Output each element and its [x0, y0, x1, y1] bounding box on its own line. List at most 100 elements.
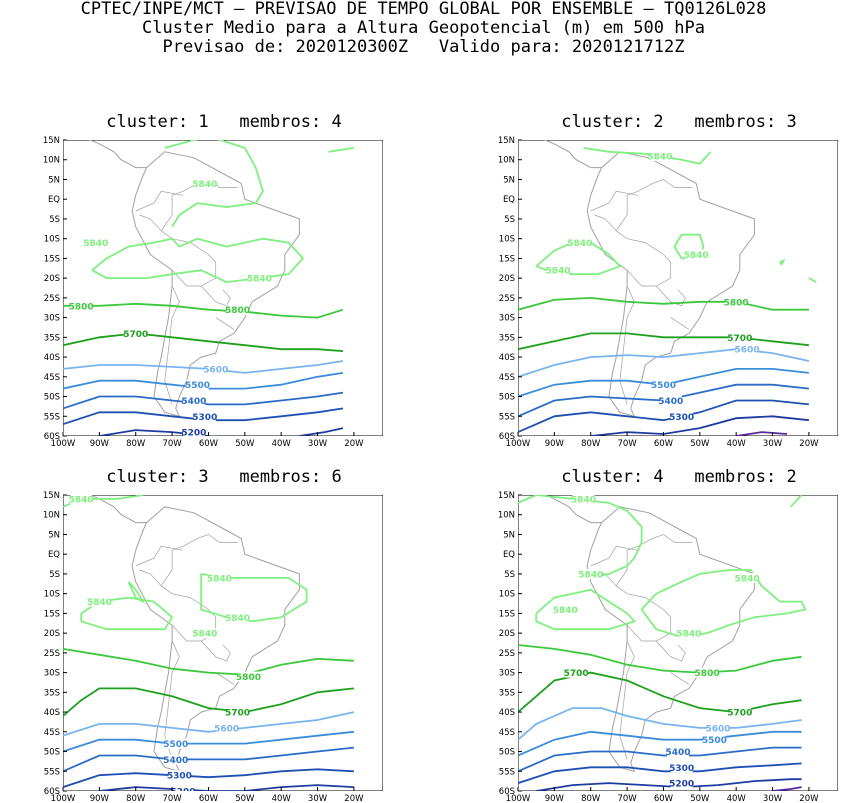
lat-tick-label: 25S — [499, 649, 515, 659]
south-america-coast — [131, 151, 300, 418]
country-border — [655, 285, 686, 307]
contour-5700: 5700 — [518, 332, 809, 351]
contour-label-5400: 5400 — [163, 756, 188, 766]
country-border — [215, 672, 235, 685]
contour-line-5500 — [518, 730, 802, 757]
lon-tick-label: 80W — [581, 794, 601, 803]
lon-tick-label: 30W — [308, 794, 328, 803]
country-border — [655, 640, 686, 662]
lon-tick-label: 50W — [690, 794, 710, 803]
contour-label-bg — [572, 495, 595, 504]
contour-label-5600: 5600 — [203, 365, 228, 375]
contour-line-5600 — [518, 707, 802, 741]
panel-1-title: cluster: 1 membros: 4 — [106, 112, 342, 132]
lat-tick-label: 20S — [499, 629, 515, 639]
lat-tick-label: 30S — [44, 669, 60, 679]
contour-label-5700: 5700 — [225, 709, 250, 719]
contour-line-5840 — [80, 596, 174, 631]
contour-label-5840: 5840 — [192, 180, 217, 190]
coastline — [518, 140, 755, 418]
contour-line-5400 — [518, 746, 802, 773]
contour-label-5840: 5840 — [567, 239, 592, 249]
contour-label-bg — [670, 778, 693, 789]
lat-tick-label: 5S — [49, 215, 60, 225]
lon-tick-label: 60W — [654, 439, 674, 449]
lat-tick-label: 50S — [44, 393, 60, 403]
lat-tick-label: 5S — [504, 215, 515, 225]
lat-tick-label: 15N — [43, 491, 60, 501]
contour-label-bg — [172, 786, 194, 791]
contour-label-bg — [226, 612, 249, 623]
lon-tick-label: 30W — [308, 439, 328, 449]
lon-tick-label: 70W — [617, 794, 637, 803]
lat-tick-label: 10N — [498, 511, 515, 521]
contour-label-5840: 5840 — [225, 614, 250, 624]
south-america-coast — [586, 506, 755, 773]
contour-label-5600: 5600 — [705, 724, 730, 734]
contour-label-5200: 5200 — [181, 429, 206, 436]
contour-label-5840: 5840 — [578, 570, 603, 580]
lon-tick-label: 50W — [235, 439, 255, 449]
contour-line-5840 — [779, 258, 786, 266]
central-america-coast — [63, 495, 147, 524]
contour-line-5800 — [63, 302, 344, 319]
lat-tick-label: 5N — [48, 530, 60, 540]
lon-tick-label: 90W — [545, 794, 565, 803]
lon-tick-label: 60W — [654, 794, 674, 803]
contour-line-5840 — [518, 495, 643, 579]
contour-5500: 5500 — [518, 730, 802, 757]
contour-5600: 5600 — [518, 344, 810, 378]
contour-label-bg — [193, 411, 216, 422]
contour-label-bg — [186, 379, 209, 390]
lat-tick-label: 30S — [499, 669, 515, 679]
country-border — [590, 545, 639, 567]
lat-tick-label: 60S — [499, 432, 515, 442]
country-border — [615, 179, 693, 231]
lat-tick-label: 55S — [499, 767, 515, 777]
contour-label-5500: 5500 — [185, 381, 210, 391]
lon-tick-label: 80W — [126, 794, 146, 803]
contour-line-5300 — [518, 762, 802, 784]
country-border — [160, 534, 238, 586]
contour-label-5840: 5840 — [735, 574, 760, 584]
contour-label-bg — [696, 667, 719, 678]
lat-tick-label: 50S — [499, 393, 515, 403]
country-border — [594, 214, 617, 232]
contour-label-bg — [168, 770, 191, 781]
header-line-1: CPTEC/INPE/MCT – PREVISAO DE TEMPO GLOBA… — [80, 0, 767, 19]
lat-tick-label: EQ — [48, 550, 60, 560]
lon-tick-label: 100W — [51, 439, 76, 449]
country-border — [135, 190, 184, 212]
lon-tick-label: 70W — [617, 439, 637, 449]
contour-line-5800 — [518, 644, 802, 674]
contour-5400: 5400 — [518, 383, 809, 418]
contour-label-5400: 5400 — [658, 397, 683, 407]
contour-5840: 5840 5840 5840 5840 5840 — [63, 495, 308, 640]
contour-line-5800 — [63, 648, 354, 676]
lon-tick-label: 100W — [51, 794, 76, 803]
lon-tick-label: 30W — [763, 794, 783, 803]
contour-5800: 5800 — [518, 296, 809, 311]
header-line-3: Previsao de: 2020120300Z Valido para: 20… — [162, 37, 685, 57]
contour-label-5800: 5800 — [724, 298, 749, 308]
contour-label-5840: 5840 — [553, 606, 578, 616]
contour-label-5840: 5840 — [83, 239, 108, 249]
contour-line-5800 — [518, 296, 809, 311]
contour-line-5400 — [63, 391, 344, 410]
contour-line-5700 — [518, 671, 802, 714]
contour-label-5500: 5500 — [651, 381, 676, 391]
contour-label-bg — [215, 722, 238, 733]
panel-3-title: cluster: 3 membros: 6 — [106, 467, 342, 487]
contour-label-5840: 5840 — [571, 495, 596, 505]
contour-5800: 5800 — [518, 644, 802, 679]
central-america-coast — [518, 140, 602, 169]
lat-tick-label: 15S — [44, 609, 60, 619]
lat-tick-label: 10N — [43, 511, 60, 521]
contour-label-5840: 5840 — [207, 574, 232, 584]
contour-label-bg — [248, 273, 271, 284]
lon-tick-label: 90W — [90, 794, 110, 803]
contour-5400: 5400 — [518, 746, 802, 773]
contour-label-bg — [208, 572, 231, 583]
lon-tick-label: 30W — [763, 439, 783, 449]
contour-label-5840: 5840 — [87, 598, 112, 608]
